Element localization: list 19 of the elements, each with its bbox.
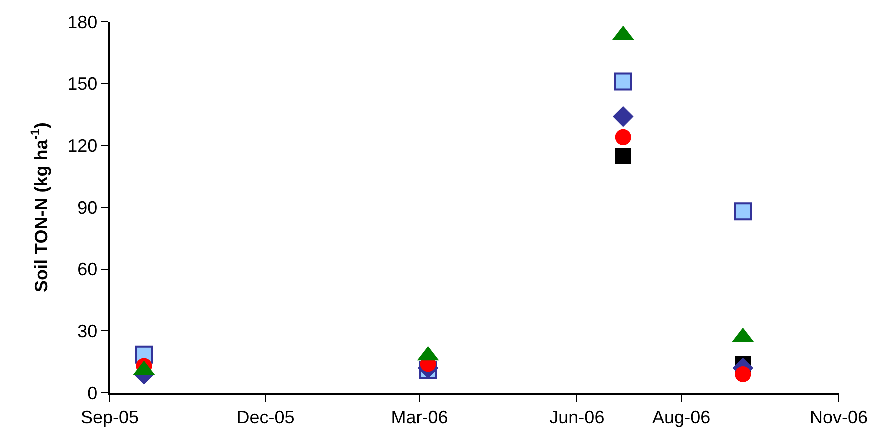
point [734, 202, 752, 221]
y-tick-label: 90 [78, 198, 98, 218]
point [614, 72, 632, 91]
y-tick-label: 180 [68, 12, 98, 32]
x-tick-label: Jun-06 [550, 407, 605, 428]
point [615, 129, 632, 146]
x-tick-label: Dec-05 [236, 407, 295, 428]
y-tick-label: 0 [88, 383, 98, 404]
y-tick-label: 60 [78, 260, 98, 280]
x-tick-label: Nov-06 [810, 407, 868, 428]
x-tick-label: Aug-06 [652, 407, 711, 428]
x-tick-label: Mar-06 [391, 407, 448, 428]
x-tick-label: Sep-05 [80, 407, 140, 428]
y-tick-label: 150 [68, 74, 98, 94]
point [612, 106, 634, 128]
y-tick-label: 120 [68, 136, 98, 156]
point [735, 366, 752, 382]
point [615, 148, 632, 164]
y-tick-label: 30 [78, 321, 98, 342]
